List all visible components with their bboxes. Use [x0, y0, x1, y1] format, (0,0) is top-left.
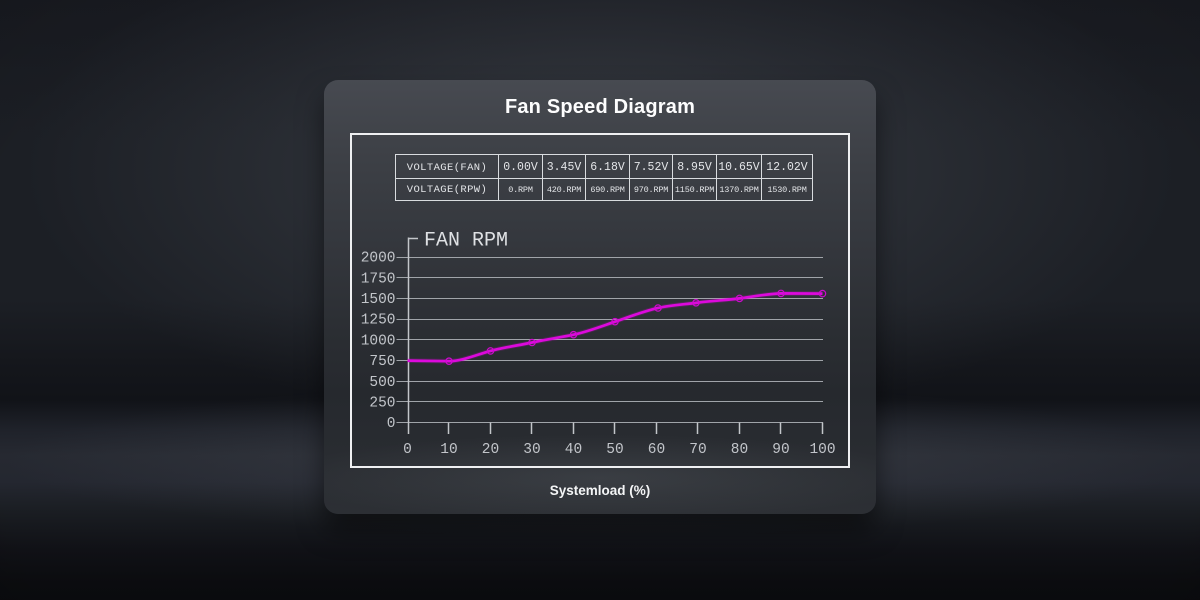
svg-text:2000: 2000 [361, 251, 396, 267]
svg-text:40: 40 [565, 442, 582, 458]
svg-text:90: 90 [772, 442, 789, 458]
svg-text:500: 500 [369, 375, 395, 391]
svg-text:10: 10 [440, 442, 457, 458]
svg-text:1000: 1000 [361, 333, 396, 349]
svg-text:FAN RPM: FAN RPM [424, 230, 508, 253]
svg-text:100: 100 [809, 442, 835, 458]
svg-text:250: 250 [369, 395, 395, 411]
svg-text:0: 0 [403, 442, 412, 458]
svg-text:70: 70 [689, 442, 706, 458]
svg-text:80: 80 [731, 442, 748, 458]
svg-text:750: 750 [369, 354, 395, 370]
svg-text:50: 50 [606, 442, 623, 458]
svg-text:1750: 1750 [361, 271, 396, 287]
svg-text:0: 0 [387, 416, 396, 432]
svg-text:20: 20 [482, 442, 499, 458]
svg-text:1250: 1250 [361, 313, 396, 329]
svg-text:30: 30 [523, 442, 540, 458]
svg-text:1500: 1500 [361, 292, 396, 308]
svg-text:60: 60 [648, 442, 665, 458]
